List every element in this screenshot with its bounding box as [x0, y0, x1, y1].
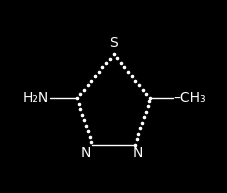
Point — [145, 92, 148, 96]
Point — [141, 88, 145, 91]
Point — [79, 108, 82, 111]
Point — [115, 57, 119, 60]
Point — [82, 88, 86, 91]
Point — [77, 102, 81, 105]
Point — [97, 70, 101, 74]
Point — [126, 70, 130, 73]
Point — [130, 74, 133, 78]
Point — [108, 57, 112, 60]
Text: S: S — [109, 36, 118, 50]
Point — [133, 143, 137, 146]
Point — [79, 93, 82, 96]
Point — [137, 84, 141, 87]
Text: N: N — [81, 146, 91, 160]
Point — [112, 52, 115, 56]
Text: N: N — [133, 146, 143, 160]
Point — [75, 97, 79, 100]
Point — [144, 110, 148, 113]
Point — [81, 113, 84, 116]
Point — [138, 127, 142, 130]
Point — [135, 138, 138, 141]
Point — [86, 84, 89, 87]
Point — [88, 135, 91, 138]
Point — [142, 116, 146, 119]
Point — [134, 79, 137, 82]
Point — [119, 61, 123, 64]
Point — [93, 75, 97, 78]
Point — [82, 119, 86, 122]
Point — [90, 141, 93, 144]
Point — [148, 99, 151, 102]
Point — [123, 66, 126, 69]
Point — [90, 79, 93, 82]
Point — [84, 124, 88, 127]
Point — [104, 61, 108, 64]
Point — [146, 105, 149, 108]
Point — [101, 66, 104, 69]
Text: –CH₃: –CH₃ — [173, 91, 206, 105]
Point — [86, 130, 90, 133]
Text: H₂N: H₂N — [22, 91, 48, 105]
Point — [140, 121, 144, 124]
Point — [148, 97, 152, 100]
Point — [137, 132, 140, 135]
